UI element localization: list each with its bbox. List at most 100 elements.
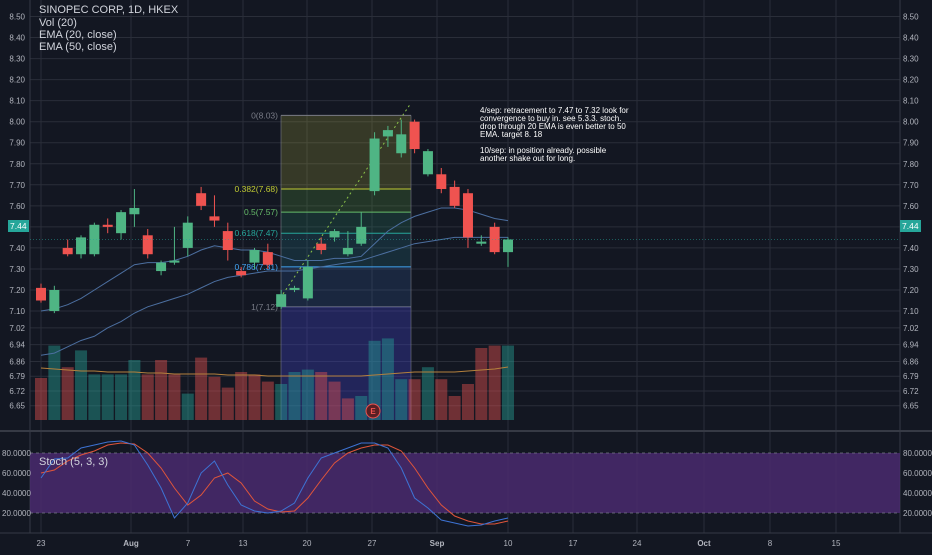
volume-bar (461, 384, 474, 420)
candle-body (116, 212, 127, 234)
candle-body (249, 250, 260, 263)
price-tick-label-left: 7.80 (9, 160, 25, 169)
price-tick-label-right: 7.90 (903, 139, 919, 148)
candle-body (329, 231, 340, 238)
volume-bar (355, 396, 368, 420)
candle-body (209, 216, 220, 221)
volume-bar (128, 360, 141, 420)
volume-bar (475, 348, 488, 420)
stoch-tick-label-right: 20.0000 (903, 509, 932, 518)
current-price-tag-right: 7.44 (900, 220, 921, 232)
symbol-legend[interactable]: SINOPEC CORP, 1D, HKEX (39, 4, 179, 16)
candle-body (129, 207, 140, 215)
ema20-legend[interactable]: EMA (20, close) (39, 29, 117, 41)
volume-bar (48, 345, 61, 420)
price-tick-label-right: 7.10 (903, 307, 919, 316)
volume-bar (368, 340, 381, 420)
stoch-tick-label-right: 40.0000 (903, 489, 932, 498)
current-price-tag-left: 7.44 (8, 220, 29, 232)
volume-bar (275, 384, 288, 420)
fib-level-label: 0(8.03) (251, 110, 278, 120)
volume-legend[interactable]: Vol (20) (39, 17, 77, 29)
stoch-tick-label-left: 60.0000 (2, 469, 31, 478)
volume-bar (448, 396, 461, 420)
volume-bar (221, 387, 234, 420)
candle-body (489, 226, 500, 253)
date-tick-label: 23 (37, 539, 46, 548)
candle-body (62, 247, 73, 255)
price-tick-label-right: 6.72 (903, 387, 919, 396)
volume-bar (435, 379, 448, 420)
candle-body (449, 186, 460, 206)
price-tick-label-left: 8.40 (9, 34, 25, 43)
stoch-tick-label-left: 80.0000 (2, 449, 31, 458)
date-tick-label: 24 (633, 539, 642, 548)
candle-body (462, 193, 473, 238)
fib-zone-band (281, 266, 411, 307)
volume-bar (341, 398, 354, 420)
volume-bar (75, 350, 88, 420)
price-tick-label-left: 6.79 (9, 372, 25, 381)
fib-extension-zone (281, 306, 411, 420)
volume-bar (195, 357, 208, 420)
fib-zone-band (281, 212, 411, 234)
volume-bar (315, 372, 328, 420)
price-tick-label-right: 8.30 (903, 55, 919, 64)
date-tick-label: 27 (368, 539, 377, 548)
earnings-marker-circle (365, 403, 381, 419)
stoch-tick-label-left: 40.0000 (2, 489, 31, 498)
earnings-marker-label: E (370, 407, 376, 416)
candle-body (369, 138, 380, 192)
price-tick-label-left: 8.30 (9, 55, 25, 64)
price-tick-label-left: 7.60 (9, 202, 25, 211)
candle-body (436, 174, 447, 190)
note-paragraph-1: 4/sep: retracement to 7.47 to 7.32 look … (480, 106, 631, 139)
stoch-tick-label-right: 60.0000 (903, 469, 932, 478)
candle-body (156, 262, 167, 272)
stoch-d-line (40, 442, 509, 525)
price-tick-label-left: 6.65 (9, 402, 25, 411)
candle-body (422, 151, 433, 175)
fib-zone-band (281, 189, 411, 213)
price-tick-label-right: 8.10 (903, 97, 919, 106)
price-tick-label-right: 8.00 (903, 118, 919, 127)
price-tick-label-left: 6.72 (9, 387, 25, 396)
candle-body (503, 239, 513, 253)
date-tick-label: Aug (123, 539, 139, 548)
price-tick-label-right: 6.94 (903, 341, 919, 350)
candle-body (102, 224, 113, 227)
candle-body (476, 241, 487, 244)
ema20-line (40, 207, 509, 312)
candle-body (262, 252, 273, 265)
volume-bar (155, 360, 168, 420)
candle-body (342, 247, 353, 255)
price-tick-label-left: 6.86 (9, 358, 25, 367)
candle-body (289, 287, 300, 290)
price-tick-label-right: 7.60 (903, 202, 919, 211)
volume-bar (288, 372, 301, 420)
volume-bar (141, 374, 154, 420)
fib-level-label: 0.382(7.68) (235, 184, 279, 194)
candle-body (276, 294, 287, 307)
price-tick-label-right: 8.50 (903, 13, 919, 22)
price-tick-label-left: 7.90 (9, 139, 25, 148)
date-tick-label: 10 (504, 539, 513, 548)
price-tick-label-right: 8.40 (903, 34, 919, 43)
stoch-legend[interactable]: Stoch (5, 3, 3) (39, 456, 109, 468)
stoch-tick-label-left: 20.0000 (2, 509, 31, 518)
price-tick-label-left: 7.20 (9, 286, 25, 295)
volume-bar (488, 345, 501, 420)
price-tick-label-right: 7.70 (903, 181, 919, 190)
ema50-legend[interactable]: EMA (50, close) (39, 41, 117, 53)
volume-bar (35, 378, 47, 420)
date-tick-label: Oct (697, 539, 711, 548)
volume-bar (328, 381, 341, 420)
trade-note-annotation[interactable]: 4/sep: retracement to 7.47 to 7.32 look … (480, 107, 630, 171)
volume-bar (261, 381, 274, 420)
volume-bar (168, 374, 181, 420)
price-tick-label-left: 7.70 (9, 181, 25, 190)
volume-bar (301, 369, 314, 420)
price-tick-label-right: 6.86 (903, 358, 919, 367)
